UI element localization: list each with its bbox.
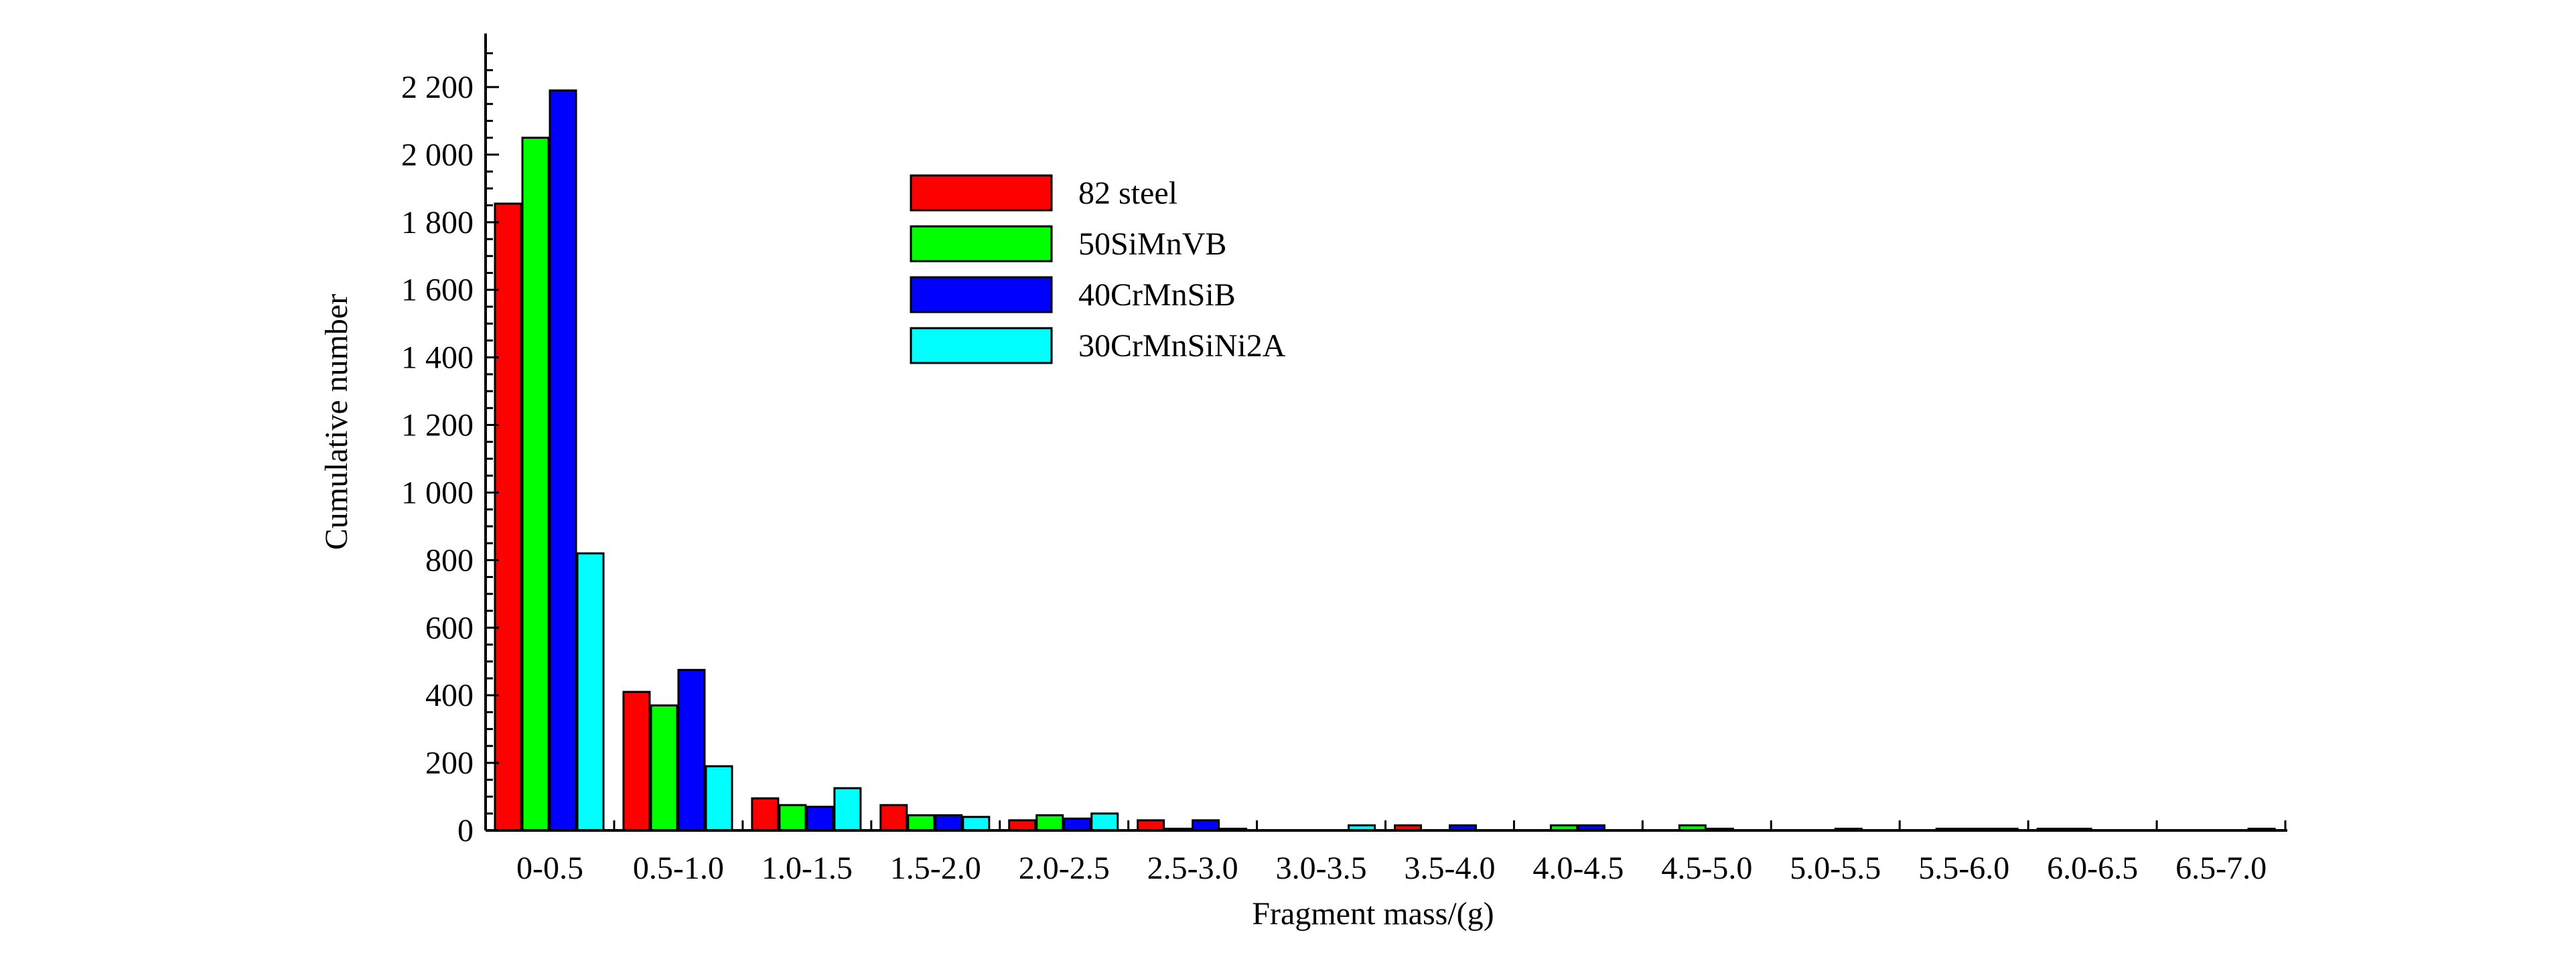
y-axis-label: Cumulative number [319, 294, 354, 550]
bar [934, 814, 963, 832]
bar [806, 806, 835, 832]
bar [1137, 819, 1165, 832]
bar [833, 787, 862, 832]
bar [962, 816, 991, 832]
y-tick-label: 400 [425, 678, 474, 713]
bar [1008, 819, 1037, 832]
legend: 82 steel 50SiMnVB 40CrMnSiB 30CrMnSiNi2A [910, 174, 1286, 364]
bar [494, 202, 522, 832]
x-tick-label: 3.5-4.0 [1405, 851, 1496, 886]
bar [622, 690, 651, 832]
y-tick-label: 1 400 [401, 340, 474, 376]
y-tick-label: 1 200 [401, 408, 474, 443]
bar [650, 704, 678, 832]
legend-swatch [910, 327, 1053, 364]
legend-label: 40CrMnSiB [1078, 277, 1236, 313]
bar [1063, 817, 1092, 832]
x-tick-label: 5.5-6.0 [1918, 851, 2009, 886]
legend-swatch [910, 276, 1053, 313]
bar [521, 137, 550, 832]
bar [751, 797, 780, 832]
x-axis-label: Fragment mass/(g) [1252, 896, 1494, 932]
x-tick-label: 3.0-3.5 [1276, 851, 1367, 886]
bar [907, 814, 936, 832]
bar [879, 804, 908, 832]
x-tick-label: 6.5-7.0 [2175, 851, 2267, 886]
x-tick-label: 4.0-4.5 [1532, 851, 1624, 886]
x-tick-label: 2.0-2.5 [1019, 851, 1110, 886]
bar [778, 804, 807, 832]
x-tick-label: 0-0.5 [516, 851, 583, 886]
bar [677, 668, 706, 832]
y-tick-label: 0 [457, 813, 474, 849]
y-tick-label: 1 800 [401, 205, 474, 240]
y-tick-label: 2 000 [401, 137, 474, 173]
y-tick-label: 200 [425, 745, 474, 781]
x-tick-label: 4.5-5.0 [1661, 851, 1752, 886]
y-tick-label: 1 600 [401, 273, 474, 308]
y-tick-label: 1 000 [401, 475, 474, 510]
x-tick-label: 6.0-6.5 [2047, 851, 2138, 886]
bars-layer [494, 89, 2276, 832]
bar [576, 552, 605, 832]
x-tick-label: 1.0-1.5 [762, 851, 853, 886]
bar [705, 765, 733, 832]
bar [1192, 819, 1220, 832]
bar [1090, 812, 1119, 832]
legend-label: 82 steel [1078, 175, 1177, 211]
x-tick-label: 2.5-3.0 [1147, 851, 1238, 886]
legend-label: 30CrMnSiNi2A [1078, 328, 1286, 364]
x-tick-label: 1.5-2.0 [890, 851, 981, 886]
bar [549, 89, 577, 832]
y-tick-label: 2 200 [401, 70, 474, 105]
x-tick-label: 0.5-1.0 [633, 851, 724, 886]
axes-layer: 0 200 400 600 800 1 000 1 200 1 400 1 600 1 800 2 … [401, 33, 2287, 886]
legend-label: 50SiMnVB [1078, 226, 1226, 262]
y-tick-label: 800 [425, 542, 474, 578]
y-tick-label: 600 [425, 610, 474, 646]
bar [1035, 814, 1064, 832]
legend-swatch [910, 225, 1053, 263]
legend-swatch [910, 174, 1053, 212]
x-tick-label: 5.0-5.5 [1790, 851, 1881, 886]
